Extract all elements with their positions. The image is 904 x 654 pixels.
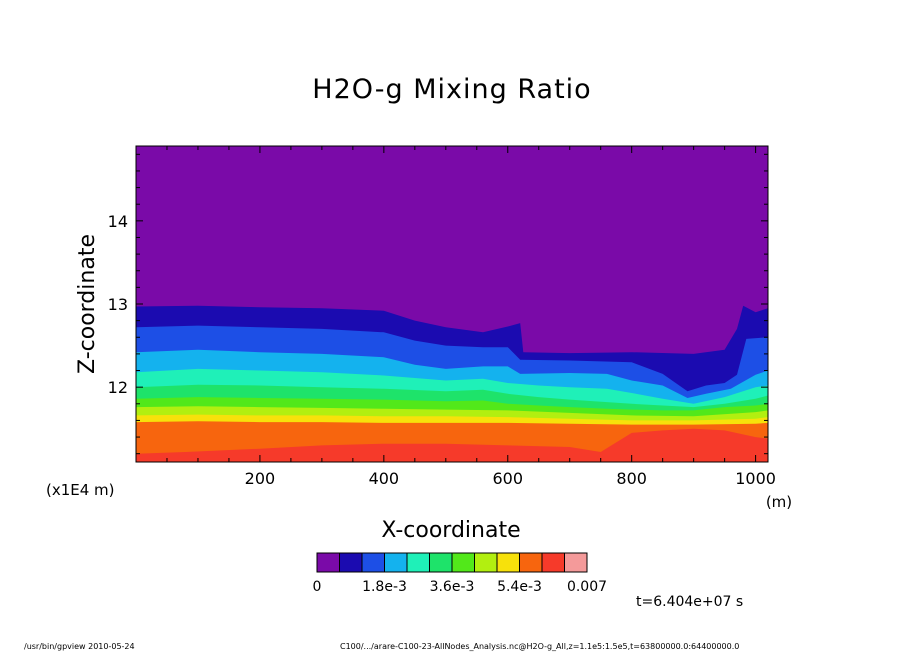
colorbar-swatch-2 — [361, 552, 385, 573]
contour-band-10 — [136, 428, 768, 462]
x-tick-label-0: 200 — [245, 469, 276, 488]
colorbar-swatch-8 — [496, 552, 520, 573]
time-label: t=6.404e+07 s — [636, 594, 744, 610]
y-tick-label-0: 12 — [108, 378, 128, 397]
x-tick-label-4: 1000 — [735, 469, 776, 488]
footer-left: /usr/bin/gpview 2010-05-24 — [24, 642, 135, 651]
x-tick-label-1: 400 — [369, 469, 400, 488]
colorbar-label-2: 3.6e-3 — [430, 579, 475, 595]
colorbar-swatch-0 — [316, 552, 340, 573]
footer-right: C100/.../arare-C100-23-AllNodes_Analysis… — [340, 642, 740, 651]
colorbar-swatch-10 — [541, 552, 565, 573]
x-axis-unit: (m) — [766, 493, 792, 511]
x-tick-label-2: 600 — [492, 469, 523, 488]
plot-area — [136, 146, 768, 462]
colorbar: 0 1.8e-3 3.6e-3 5.4e-3 0.007 — [313, 552, 607, 595]
chart-title: H2O-g Mixing Ratio — [312, 74, 592, 105]
x-tick-label-3: 800 — [616, 469, 647, 488]
colorbar-label-3: 5.4e-3 — [497, 579, 542, 595]
colorbar-label-1: 1.8e-3 — [362, 579, 407, 595]
colorbar-swatch-5 — [429, 552, 453, 573]
colorbar-swatch-3 — [384, 552, 408, 573]
axes: 200 400 600 800 1000 12 13 14 X-coordinate Z-coor… — [46, 145, 792, 543]
y-tick-label-2: 14 — [108, 212, 128, 231]
colorbar-label-0: 0 — [313, 579, 322, 595]
colorbar-swatch-11 — [564, 552, 588, 573]
colorbar-swatch-9 — [519, 552, 543, 573]
y-axis-label: Z-coordinate — [75, 234, 100, 374]
y-axis-unit: (x1E4 m) — [46, 481, 115, 499]
x-axis-label: X-coordinate — [381, 518, 520, 543]
colorbar-label-4: 0.007 — [567, 579, 607, 595]
colorbar-swatch-1 — [339, 552, 363, 573]
colorbar-swatch-7 — [474, 552, 498, 573]
colorbar-swatch-4 — [406, 552, 430, 573]
y-tick-label-1: 13 — [108, 295, 128, 314]
colorbar-swatch-6 — [451, 552, 475, 573]
